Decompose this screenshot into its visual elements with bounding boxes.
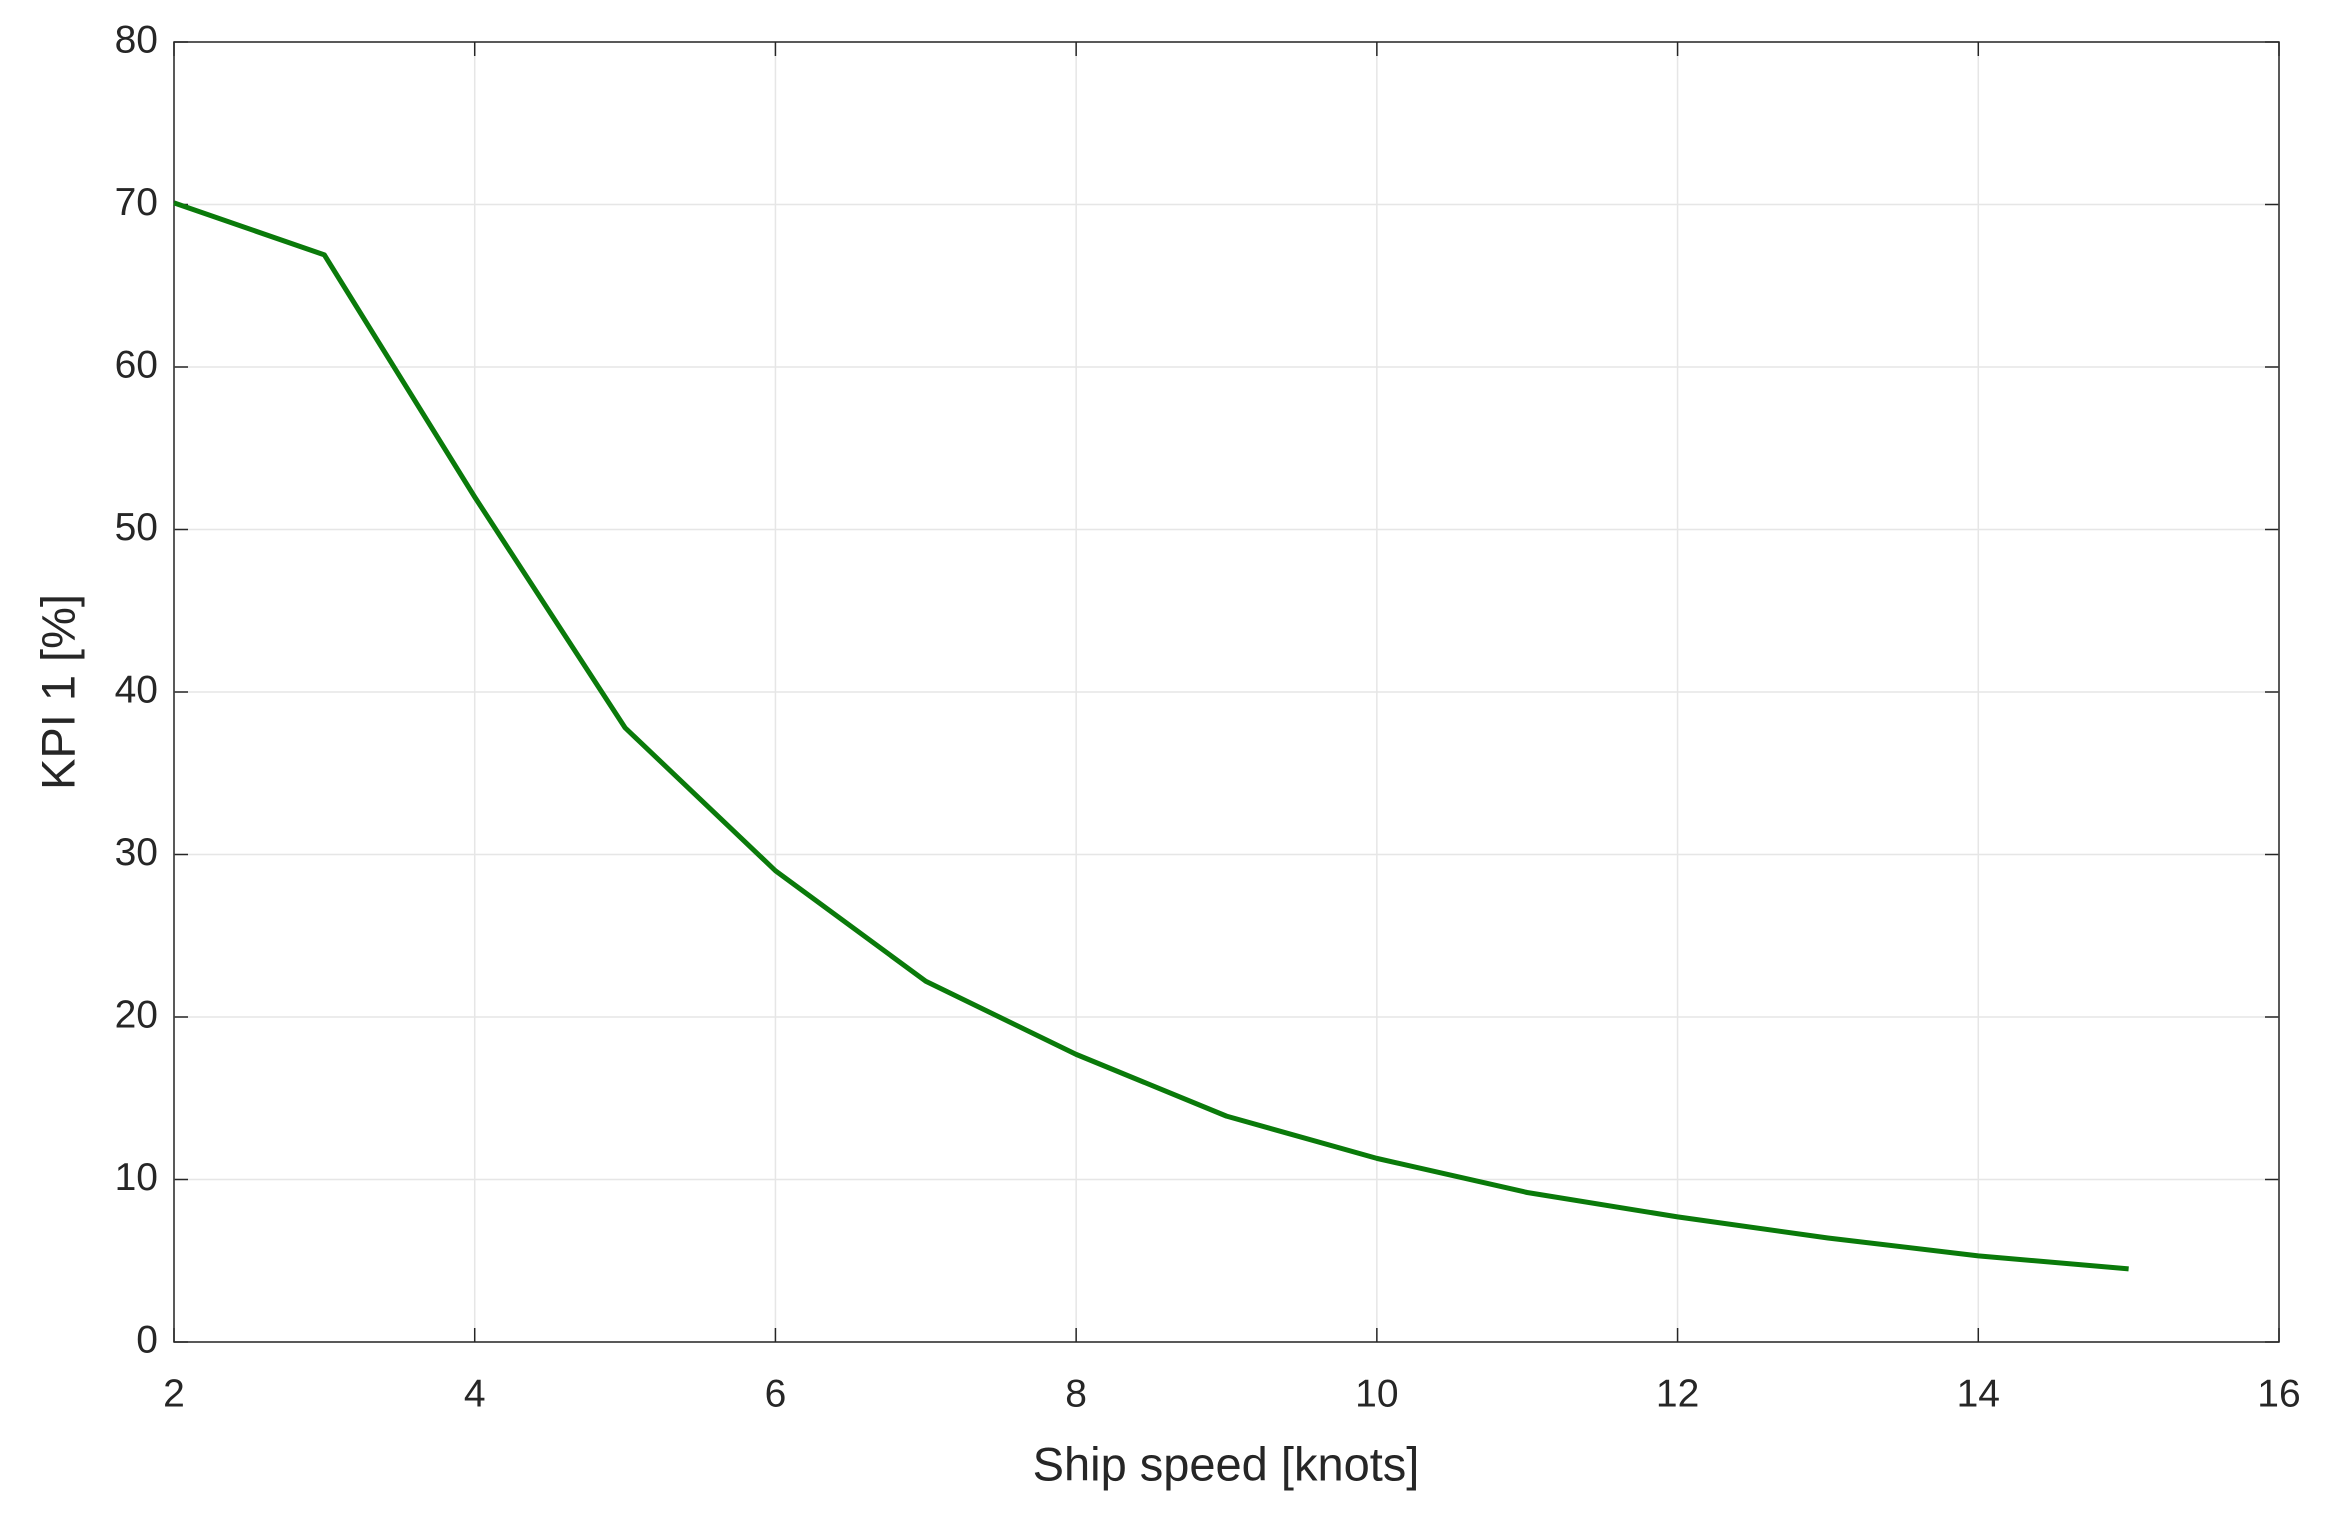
x-tick-label: 4 xyxy=(464,1372,486,1415)
y-tick-label: 40 xyxy=(115,668,158,711)
x-tick-label: 8 xyxy=(1065,1372,1087,1415)
plot-frame xyxy=(173,41,2280,1343)
y-tick-label: 0 xyxy=(136,1318,158,1361)
x-tick-label: 14 xyxy=(1957,1372,2000,1415)
x-tick-label: 12 xyxy=(1656,1372,1699,1415)
y-tick-label: 70 xyxy=(115,181,158,224)
x-axis-label: Ship speed [knots] xyxy=(1033,1437,1420,1490)
y-tick-label: 10 xyxy=(115,1156,158,1199)
x-tick-label: 2 xyxy=(163,1372,185,1415)
y-tick-label: 50 xyxy=(115,506,158,549)
y-tick-label: 30 xyxy=(115,831,158,874)
x-tick-label: 16 xyxy=(2257,1372,2300,1415)
x-tick-label: 10 xyxy=(1355,1372,1398,1415)
x-tick-label: 6 xyxy=(765,1372,787,1415)
data-line xyxy=(173,200,2129,1272)
y-axis-label: KPI 1 [%] xyxy=(31,594,84,790)
y-tick-label: 20 xyxy=(115,993,158,1036)
y-tick-label: 60 xyxy=(115,343,158,386)
y-tick-label: 80 xyxy=(115,18,158,61)
